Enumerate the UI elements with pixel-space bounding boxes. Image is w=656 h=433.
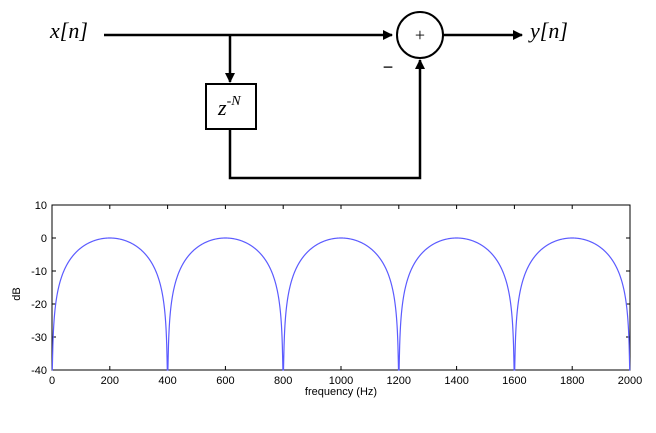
plot-frame — [51, 204, 631, 371]
x-tick-label: 400 — [158, 375, 176, 387]
y-tick-label: 10 — [35, 200, 47, 212]
x-tick-label: 0 — [49, 375, 55, 387]
x-tick-label: 2000 — [618, 375, 642, 387]
x-tick-label: 1400 — [444, 375, 468, 387]
input-label: x[n] — [49, 18, 88, 43]
y-ticks: 10 0 -10 -20 -30 -40 — [31, 200, 630, 377]
x-tick-label: 600 — [216, 375, 234, 387]
x-tick-label: 1600 — [502, 375, 526, 387]
delay-block — [205, 83, 257, 130]
delay-label: z-N — [217, 94, 241, 120]
delay-output-path — [228, 59, 425, 180]
y-tick-label: -40 — [31, 365, 47, 377]
y-tick-label: 0 — [41, 233, 47, 245]
x-axis-label: frequency (Hz) — [305, 386, 377, 398]
y-axis-label: dB — [11, 287, 23, 300]
x-tick-label: 1200 — [387, 375, 411, 387]
sum-symbol: + — [415, 25, 425, 45]
x-tick-label: 1000 — [329, 375, 353, 387]
x-tick-label: 200 — [101, 375, 119, 387]
frequency-response-chart: 10 0 -10 -20 -30 -40 0 200 400 600 800 1000 1200 140… — [11, 200, 642, 398]
delay-exponent: -N — [227, 94, 242, 109]
magnitude-response-line — [51, 237, 631, 371]
output-label: y[n] — [528, 18, 568, 43]
delay-base: z — [217, 95, 227, 120]
x-tick-label: 1800 — [560, 375, 584, 387]
minus-sign: − — [383, 57, 394, 77]
y-tick-label: -30 — [31, 332, 47, 344]
x-tick-label: 800 — [274, 375, 292, 387]
y-tick-label: -20 — [31, 299, 47, 311]
comb-filter-block-diagram: x[n] z-N + − y[n] — [49, 11, 568, 180]
x-ticks: 0 200 400 600 800 1000 1200 1400 1600 1800 2000 — [49, 205, 642, 387]
y-tick-label: -10 — [31, 266, 47, 278]
